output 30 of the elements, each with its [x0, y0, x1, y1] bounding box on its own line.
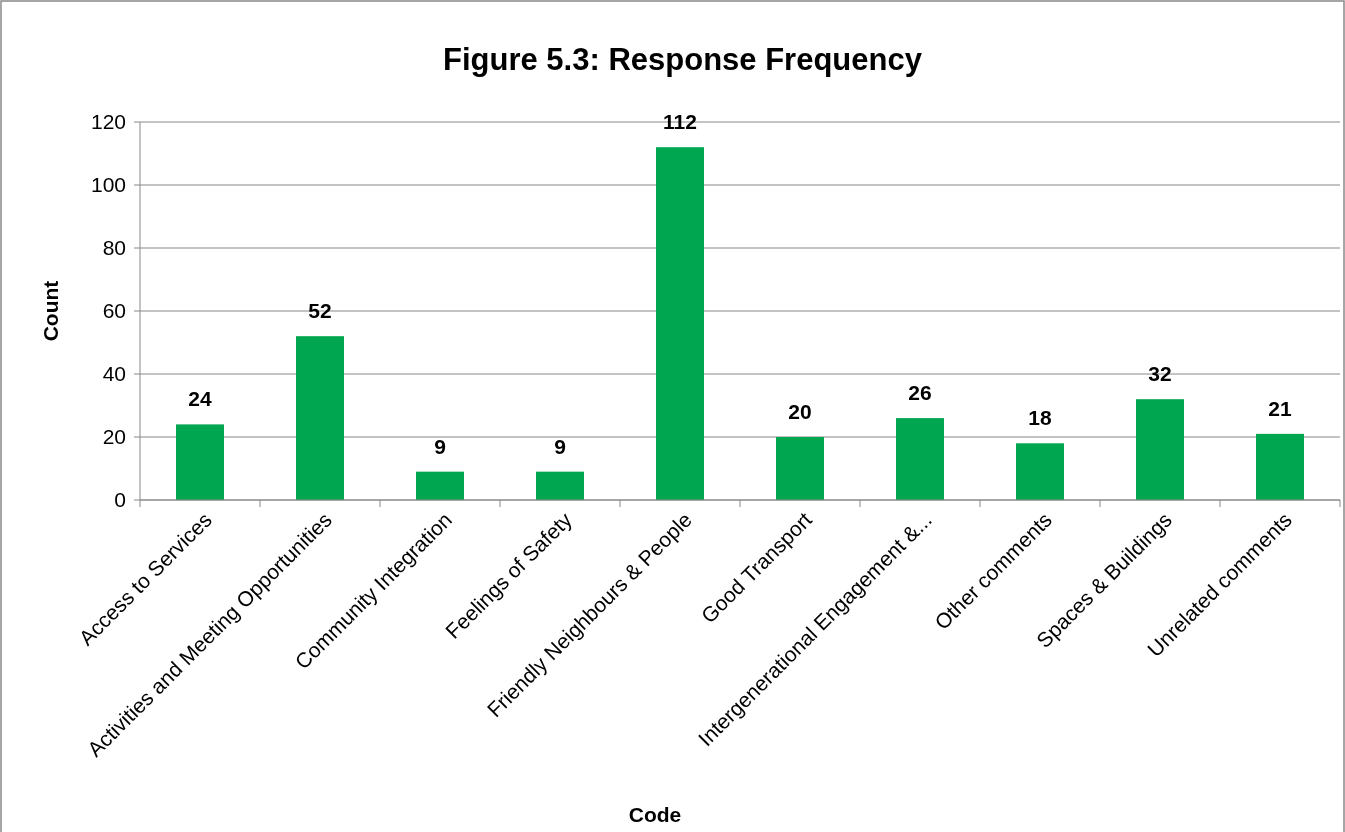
- y-tick-label: 60: [102, 299, 126, 323]
- bar: [176, 424, 224, 500]
- data-label: 9: [434, 434, 446, 458]
- data-label: 52: [308, 299, 332, 323]
- bar: [896, 418, 944, 500]
- data-label: 112: [663, 110, 697, 134]
- y-tick-label: 0: [114, 488, 126, 512]
- data-label: 32: [1148, 362, 1172, 386]
- y-tick-label: 100: [90, 173, 126, 197]
- data-label: 26: [908, 381, 932, 405]
- y-tick-label: 40: [102, 362, 126, 386]
- y-axis-title: Count: [39, 280, 62, 342]
- bar: [776, 437, 824, 500]
- data-label: 21: [1268, 396, 1292, 420]
- data-label: 24: [188, 387, 212, 411]
- bar: [1016, 443, 1064, 500]
- bar: [1136, 399, 1184, 500]
- x-axis-title: Code: [628, 803, 682, 826]
- bar: [416, 471, 464, 500]
- data-label: 9: [554, 434, 566, 458]
- y-tick-label: 20: [102, 425, 126, 449]
- y-tick-label: 80: [102, 236, 126, 260]
- bar: [656, 147, 704, 500]
- chart-title: Figure 5.3: Response Frequency: [443, 42, 923, 77]
- y-tick-label: 120: [90, 110, 126, 134]
- data-label: 18: [1028, 406, 1052, 430]
- data-label: 20: [788, 400, 812, 423]
- bar: [536, 471, 584, 500]
- bar: [296, 336, 344, 500]
- bar: [1256, 433, 1304, 500]
